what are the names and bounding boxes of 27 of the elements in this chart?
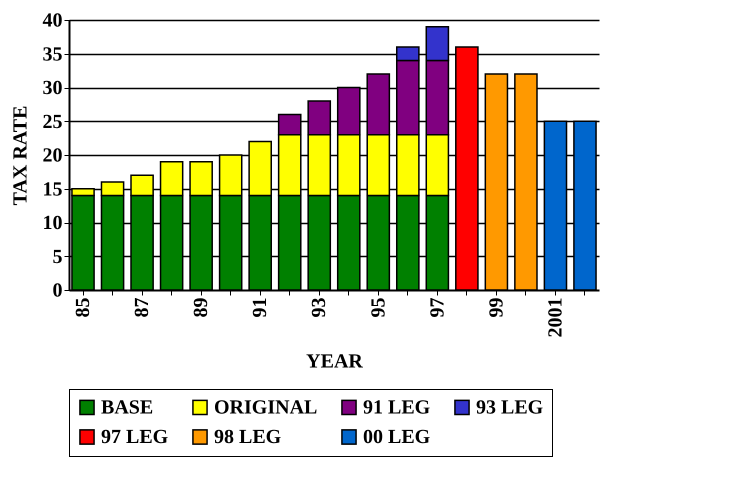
y-tick-label: 40 <box>42 10 62 32</box>
y-tick-label: 30 <box>42 77 62 99</box>
legend-label: 91 LEG <box>363 396 431 418</box>
x-tick-label: 99 <box>485 298 508 318</box>
x-tick-label: 85 <box>72 298 94 318</box>
legend-label: BASE <box>101 396 154 418</box>
x-tick-label: 93 <box>308 298 330 318</box>
legend-label: 97 LEG <box>101 426 169 448</box>
x-axis-title: YEAR <box>306 350 364 372</box>
legend-label: 93 LEG <box>476 396 544 418</box>
y-tick-label: 25 <box>42 110 62 133</box>
legend-label: 00 LEG <box>363 426 431 448</box>
x-tick-label: 91 <box>249 298 272 318</box>
x-tick-label: 89 <box>190 298 212 318</box>
y-tick-label: 5 <box>52 246 62 268</box>
x-tick-label: 95 <box>367 298 390 318</box>
y-tick-label: 15 <box>42 178 62 200</box>
legend-label: 98 LEG <box>214 426 282 448</box>
y-tick-label: 35 <box>42 43 62 66</box>
x-tick-label: 97 <box>426 298 448 318</box>
y-axis-title: TAX RATE <box>10 106 32 206</box>
x-tick-label: 2001 <box>544 298 566 338</box>
y-tick-label: 0 <box>52 280 62 302</box>
legend-label: ORIGINAL <box>214 396 318 418</box>
x-tick-label: 87 <box>131 298 154 318</box>
y-tick-label: 20 <box>42 144 62 166</box>
y-tick-label: 10 <box>42 212 62 234</box>
